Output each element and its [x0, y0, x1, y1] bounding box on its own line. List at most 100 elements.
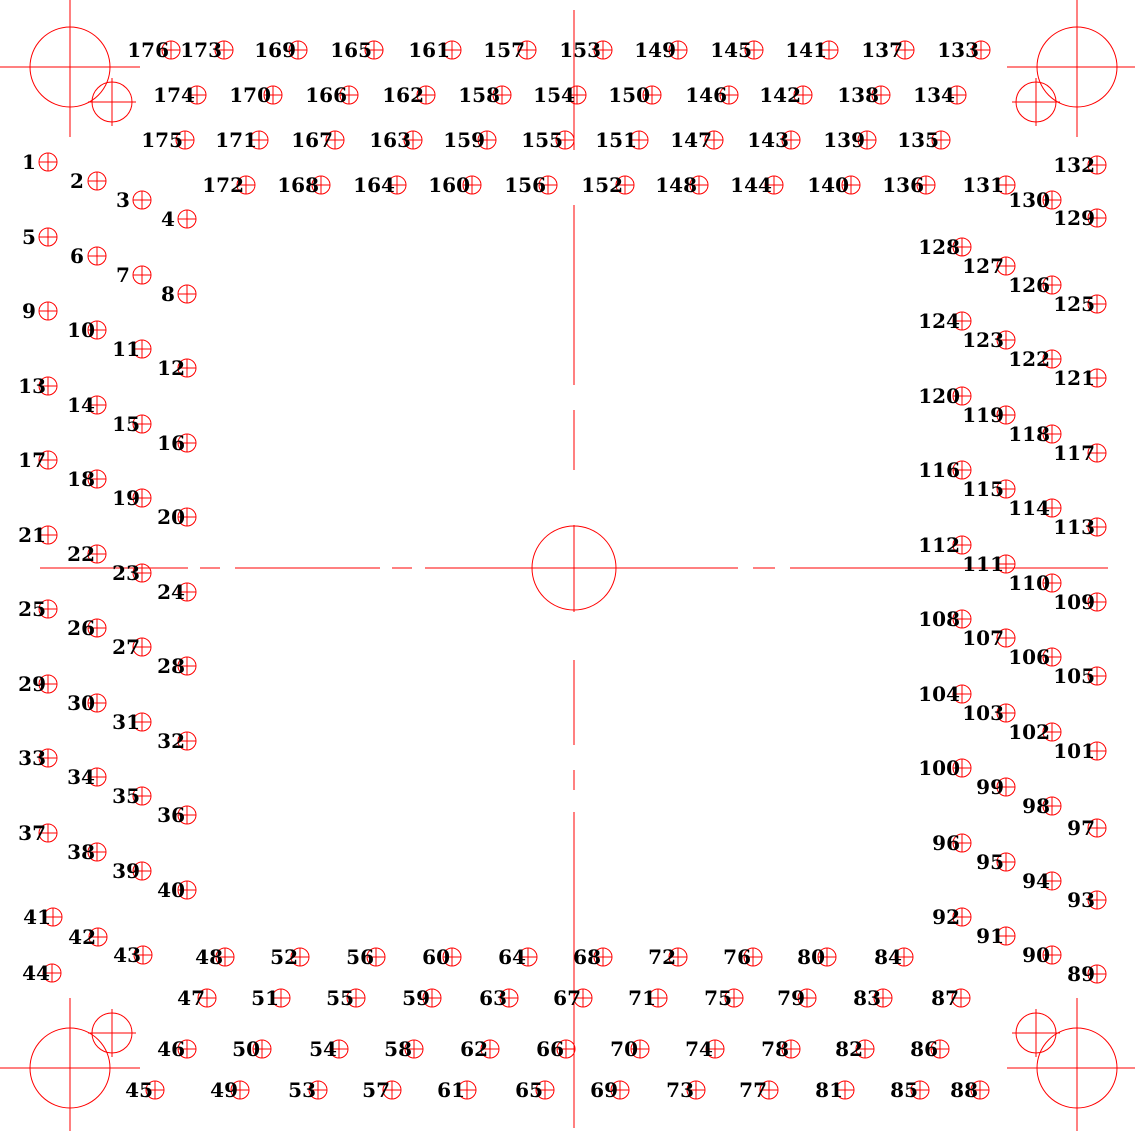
- pad-162: 162: [382, 83, 436, 107]
- pad-marker-icon: [177, 358, 197, 378]
- pad-label: 104: [918, 682, 960, 706]
- pad-10: 10: [67, 318, 107, 342]
- pad-13: 13: [18, 374, 58, 398]
- pad-marker-icon: [1087, 208, 1107, 228]
- pad-label: 74: [685, 1037, 713, 1061]
- pad-47: 47: [177, 986, 217, 1010]
- pad-121: 121: [1053, 366, 1107, 390]
- pad-marker-icon: [996, 256, 1016, 276]
- pad-label: 138: [837, 83, 879, 107]
- pad-119: 119: [962, 403, 1016, 427]
- pad-138: 138: [837, 83, 891, 107]
- pad-103: 103: [962, 701, 1016, 725]
- pad-label: 1: [22, 150, 36, 174]
- pad-157: 157: [483, 38, 537, 62]
- pad-marker-icon: [492, 85, 512, 105]
- pad-label: 29: [18, 672, 46, 696]
- pad-37: 37: [18, 821, 58, 845]
- pad-label: 73: [666, 1078, 694, 1102]
- pad-marker-icon: [38, 748, 58, 768]
- pad-marker-icon: [1087, 741, 1107, 761]
- pad-label: 18: [67, 467, 95, 491]
- fiducial-bottom-left-icon: [0, 998, 140, 1131]
- pad-marker-icon: [161, 40, 181, 60]
- pad-26: 26: [67, 616, 107, 640]
- pad-label: 93: [1067, 888, 1095, 912]
- pad-9: 9: [22, 299, 58, 323]
- pad-label: 112: [918, 533, 960, 557]
- pad-8: 8: [161, 282, 197, 306]
- pad-22: 22: [67, 542, 107, 566]
- pad-40: 40: [157, 878, 197, 902]
- pad-label: 51: [251, 986, 279, 1010]
- pad-marker-icon: [132, 786, 152, 806]
- pad-label: 160: [428, 173, 470, 197]
- pad-label: 154: [533, 83, 575, 107]
- pad-marker-icon: [271, 988, 291, 1008]
- pad-52: 52: [270, 945, 310, 969]
- pad-marker-icon: [1087, 592, 1107, 612]
- pad-label: 76: [723, 945, 751, 969]
- pad-164: 164: [353, 173, 407, 197]
- pad-label: 147: [670, 128, 712, 152]
- pad-label: 57: [362, 1078, 390, 1102]
- pad-30: 30: [67, 691, 107, 715]
- pad-label: 163: [369, 128, 411, 152]
- pad-label: 144: [730, 173, 772, 197]
- pad-label: 129: [1053, 206, 1095, 230]
- pad-marker-icon: [87, 693, 107, 713]
- pad-marker-icon: [87, 171, 107, 191]
- pad-label: 108: [918, 607, 960, 631]
- pad-marker-icon: [971, 40, 991, 60]
- pad-79: 79: [777, 986, 817, 1010]
- pad-marker-icon: [249, 130, 269, 150]
- pad-168: 168: [277, 173, 331, 197]
- pad-label: 167: [291, 128, 333, 152]
- pad-marker-icon: [517, 40, 537, 60]
- pad-label: 69: [590, 1078, 618, 1102]
- pad-label: 35: [112, 784, 140, 808]
- pad-label: 26: [67, 616, 95, 640]
- pad-marker-icon: [952, 684, 972, 704]
- pad-71: 71: [628, 986, 668, 1010]
- pad-marker-icon: [857, 130, 877, 150]
- pad-20: 20: [157, 505, 197, 529]
- pad-87: 87: [931, 986, 971, 1010]
- pad-label: 149: [634, 38, 676, 62]
- centerlines: [40, 10, 1108, 1128]
- pad-6: 6: [70, 244, 107, 268]
- pad-105: 105: [1053, 664, 1107, 688]
- pad-marker-icon: [290, 947, 310, 967]
- pad-132: 132: [1053, 153, 1107, 177]
- pad-marker-icon: [87, 618, 107, 638]
- pad-label: 65: [515, 1078, 543, 1102]
- pad-110: 110: [1008, 571, 1062, 595]
- pad-32: 32: [157, 729, 197, 753]
- pad-label: 94: [1022, 869, 1050, 893]
- pad-label: 55: [326, 986, 354, 1010]
- pad-90: 90: [1022, 943, 1062, 967]
- pad-label: 116: [918, 458, 960, 482]
- pad-label: 152: [581, 173, 623, 197]
- pad-marker-icon: [42, 963, 62, 983]
- pad-marker-icon: [416, 85, 436, 105]
- pad-marker-icon: [230, 1080, 250, 1100]
- pad-marker-icon: [573, 988, 593, 1008]
- pad-165: 165: [330, 38, 384, 62]
- pad-141: 141: [785, 38, 839, 62]
- pad-marker-icon: [87, 395, 107, 415]
- pad-marker-icon: [38, 301, 58, 321]
- pad-marker-icon: [947, 85, 967, 105]
- pad-label: 135: [897, 128, 939, 152]
- pad-marker-icon: [43, 907, 63, 927]
- pad-marker-icon: [996, 926, 1016, 946]
- pad-label: 59: [402, 986, 430, 1010]
- pad-marker-icon: [518, 947, 538, 967]
- pad-label: 12: [157, 356, 185, 380]
- pad-label: 99: [976, 775, 1004, 799]
- pad-label: 77: [739, 1078, 767, 1102]
- pad-114: 114: [1008, 496, 1062, 520]
- pad-marker-icon: [38, 227, 58, 247]
- pad-label: 28: [157, 654, 185, 678]
